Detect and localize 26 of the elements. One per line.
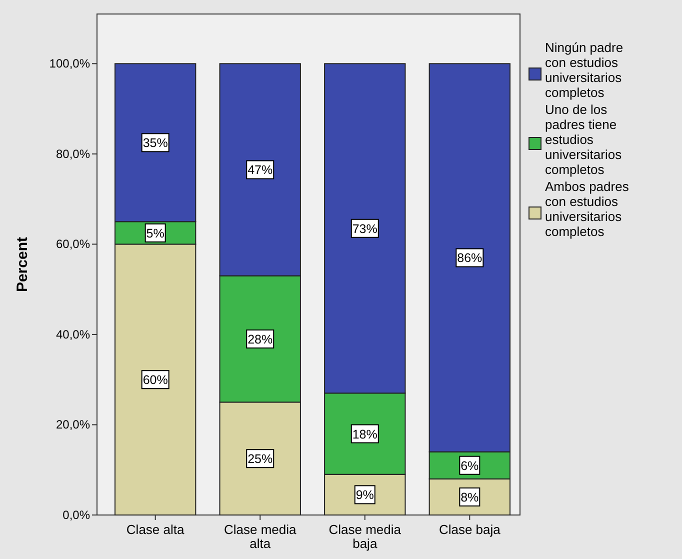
- data-label: 60%: [142, 373, 168, 388]
- data-label: 8%: [460, 490, 479, 504]
- data-label: 25%: [248, 452, 273, 466]
- y-tick-label: 80,0%: [56, 146, 90, 161]
- data-label: 6%: [460, 458, 479, 473]
- data-label: 28%: [248, 332, 273, 346]
- legend-label: Ningún padre con estudios universitarios completos: [545, 40, 624, 100]
- legend-label: Uno de los padres tiene estudios universitarios completos: [545, 102, 622, 177]
- y-tick-label: 40,0%: [56, 327, 90, 342]
- data-label: 35%: [142, 136, 168, 150]
- data-label: 5%: [146, 226, 164, 240]
- y-tick-label: 100,0%: [49, 56, 90, 71]
- y-tick-label: 0,0%: [62, 508, 90, 522]
- legend-label: Ambos padres con estudios universitarios completos: [545, 179, 630, 239]
- data-label: 18%: [352, 427, 378, 442]
- data-label: 47%: [248, 163, 273, 178]
- data-label: 9%: [356, 488, 374, 502]
- y-tick-label: 60,0%: [56, 237, 90, 252]
- x-tick-label: Clase alta: [126, 522, 186, 537]
- y-axis-title: Percent: [14, 236, 31, 292]
- data-label: 73%: [352, 222, 378, 236]
- x-tick-label: Clase media baja: [328, 522, 402, 551]
- x-tick-label: Clase media alta: [224, 522, 298, 551]
- x-tick-label: Clase baja: [438, 522, 502, 537]
- y-tick-label: 20,0%: [56, 418, 90, 432]
- data-label: 86%: [457, 251, 482, 266]
